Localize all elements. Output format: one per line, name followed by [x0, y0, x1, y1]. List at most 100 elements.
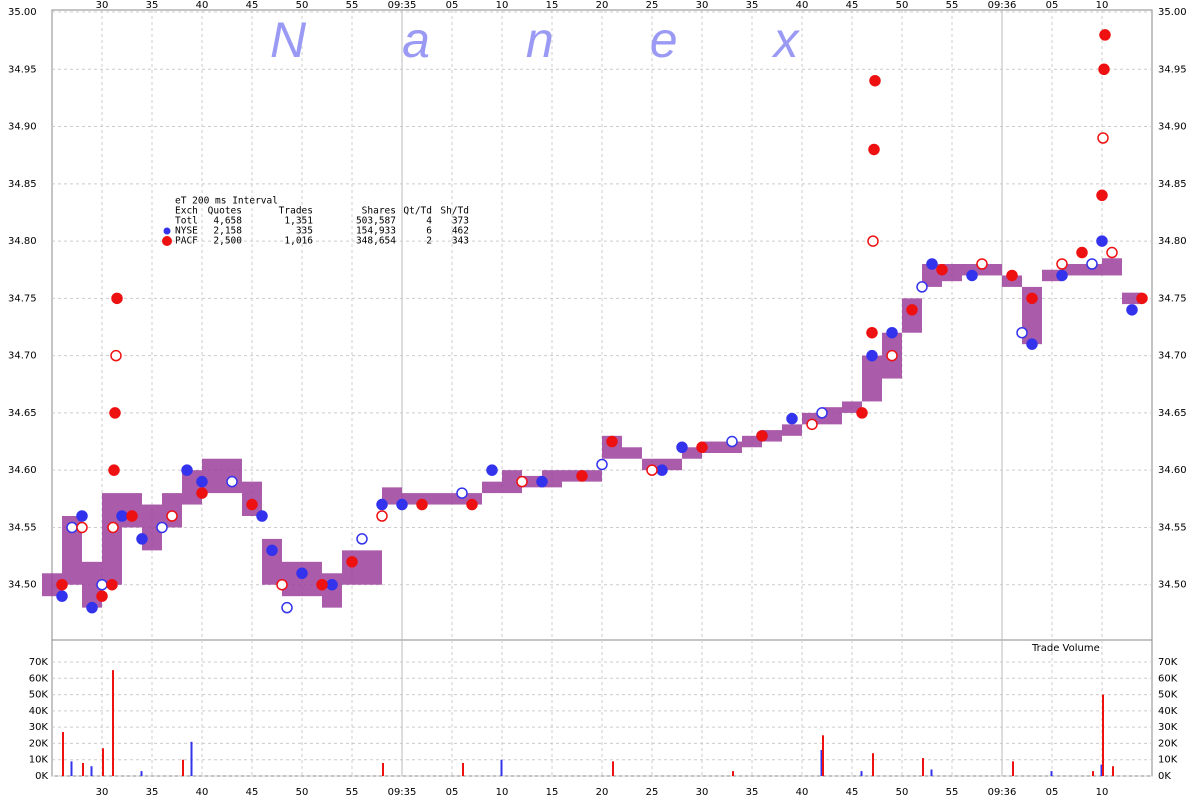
trade-point — [326, 578, 338, 591]
trade-point — [111, 292, 123, 305]
volume-tick-label: 50K — [1158, 690, 1178, 701]
table-cell: 335 — [296, 226, 313, 237]
x-tick-label: 40 — [196, 787, 209, 798]
trade-point — [1056, 269, 1068, 282]
quote-range — [1122, 292, 1142, 305]
x-tick-label: 40 — [796, 0, 809, 11]
table-title: eT 200 ms Interval — [175, 196, 278, 207]
volume-tick-label: 20K — [29, 738, 49, 749]
trade-point — [136, 533, 148, 545]
trade-point — [756, 430, 768, 442]
y-tick-label: 34.50 — [8, 580, 37, 591]
y-tick-label: 34.65 — [8, 408, 37, 419]
trade-point — [196, 475, 208, 488]
x-tick-label: 05 — [446, 0, 459, 11]
volume-tick-label: 60K — [29, 673, 49, 684]
x-tick-label: 10 — [1096, 787, 1109, 798]
x-tick-label: 15 — [546, 0, 559, 11]
trade-point — [181, 464, 193, 476]
volume-bar — [90, 766, 93, 776]
trade-point — [486, 464, 498, 476]
x-tick-label: 45 — [246, 0, 259, 11]
trade-point — [281, 601, 293, 614]
x-tick-label: 09:36 — [988, 787, 1017, 798]
table-cell: 503,587 — [356, 216, 396, 227]
x-tick-label: 55 — [346, 0, 359, 11]
trade-point — [1099, 29, 1111, 41]
volume-bar — [190, 741, 193, 776]
trade-point — [456, 487, 468, 499]
volume-bar — [820, 749, 823, 776]
x-tick-label: 20 — [596, 0, 609, 11]
quote-range — [622, 447, 642, 459]
quote-range — [42, 573, 62, 597]
trade-point — [1097, 132, 1109, 144]
volume-bar — [1012, 761, 1014, 776]
quote-range — [502, 470, 522, 494]
x-tick-label: 05 — [446, 787, 459, 798]
trade-point — [376, 510, 388, 522]
trade-point — [1056, 258, 1068, 270]
table-cell: 2,158 — [213, 226, 242, 237]
trade-point — [106, 578, 118, 591]
y-tick-label: 34.90 — [8, 122, 37, 133]
x-tick-label: 35 — [746, 787, 759, 798]
volume-tick-label: 10K — [1158, 755, 1178, 766]
x-tick-label: 20 — [596, 787, 609, 798]
table-cell: 4,658 — [213, 216, 242, 227]
x-tick-label: 09:35 — [388, 0, 417, 11]
quote-range — [762, 430, 782, 442]
trade-point — [866, 326, 878, 339]
trade-point — [1026, 338, 1038, 350]
x-tick-label: 55 — [946, 0, 959, 11]
trade-point — [1006, 269, 1018, 282]
trade-point — [906, 304, 918, 316]
volume-bar — [860, 771, 863, 776]
x-tick-label: 45 — [846, 787, 859, 798]
trade-point — [1098, 63, 1110, 76]
x-tick-label: 45 — [846, 0, 859, 11]
trade-point — [646, 464, 658, 476]
volume-tick-label: 30K — [1158, 722, 1178, 733]
table-cell: 2,500 — [213, 236, 242, 247]
volume-bar — [382, 762, 384, 776]
quote-range — [862, 355, 882, 402]
x-tick-label: 45 — [246, 787, 259, 798]
quote-range — [402, 493, 422, 505]
x-tick-label: 05 — [1046, 0, 1059, 11]
volume-tick-label: 70K — [1158, 657, 1178, 668]
volume-tick-label: 40K — [1158, 706, 1178, 717]
quote-range — [1042, 269, 1062, 282]
trade-point — [866, 349, 878, 362]
trade-point — [1086, 258, 1098, 270]
trade-point — [396, 498, 408, 511]
table-header: Exch — [175, 206, 198, 217]
volume-bar — [62, 732, 64, 776]
volume-bar — [102, 748, 104, 776]
quote-range — [302, 561, 322, 597]
table-cell: NYSE — [175, 226, 198, 237]
y-tick-label: 34.50 — [1158, 580, 1187, 591]
y-tick-label: 34.60 — [1158, 465, 1187, 476]
trade-point — [786, 412, 798, 425]
trade-point — [868, 143, 880, 156]
trade-point — [266, 544, 278, 557]
trade-point — [356, 533, 368, 545]
table-header: Shares — [362, 206, 396, 217]
volume-tick-label: 40K — [29, 706, 49, 717]
quote-range — [662, 458, 682, 471]
x-tick-label: 40 — [196, 0, 209, 11]
y-tick-label: 35.00 — [8, 7, 37, 18]
x-tick-label: 05 — [1046, 787, 1059, 798]
trade-point — [816, 407, 828, 419]
quote-range — [62, 516, 82, 585]
trade-point — [296, 567, 308, 580]
volume-bar — [930, 769, 933, 776]
trade-point — [1106, 246, 1118, 259]
volume-tick-label: 60K — [1158, 673, 1178, 684]
y-tick-label: 34.85 — [1158, 179, 1187, 190]
trade-point — [416, 498, 428, 511]
trade-point — [696, 441, 708, 454]
